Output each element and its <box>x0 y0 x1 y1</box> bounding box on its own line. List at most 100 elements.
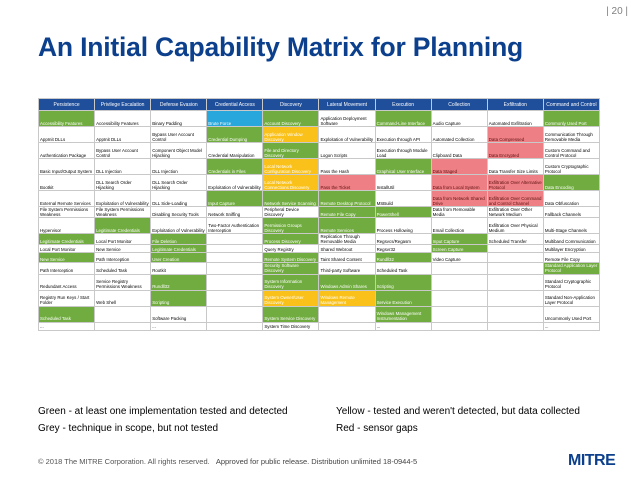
technique-cell: Brute Force <box>206 110 264 127</box>
technique-cell: Audio Capture <box>430 110 488 127</box>
technique-cell: Remote Desktop Protocol <box>318 190 376 207</box>
technique-cell: Video Capture <box>430 252 488 264</box>
column-header: Collection <box>430 98 488 111</box>
technique-cell <box>206 233 264 246</box>
technique-cell: Fallback Channels <box>542 205 601 219</box>
copyright-text: © 2018 The MITRE Corporation. All rights… <box>38 457 210 466</box>
matrix-row: Basic Input/Output System DLL Injection DL… <box>37 158 601 175</box>
technique-cell: ... <box>374 321 432 331</box>
technique-cell: Hypervisor <box>37 217 96 235</box>
technique-cell: System Service Discovery <box>262 305 320 323</box>
matrix-row: New Service Path Interception User Creatio… <box>37 252 601 264</box>
column-header: Credential Access <box>206 98 264 111</box>
technique-cell: Automated Collection <box>430 126 488 143</box>
technique-cell: AppInit DLLs <box>37 126 96 143</box>
matrix-header-row: Persistence Privilege Escalation Defense E… <box>37 98 601 111</box>
technique-cell <box>486 262 544 275</box>
column-header: Exfiltration <box>486 98 544 111</box>
technique-cell: Graphical User Interface <box>374 158 432 175</box>
technique-cell: System Information Discovery <box>262 273 320 291</box>
column-header: Execution <box>374 98 432 111</box>
technique-cell <box>430 289 488 307</box>
technique-cell: Logon Scripts <box>318 142 376 159</box>
technique-cell: Rundll32 <box>150 273 208 291</box>
technique-cell: Taint Shared Content <box>318 252 376 264</box>
technique-cell: Remote File Copy <box>542 252 601 264</box>
technique-cell: Screen Capture <box>430 244 488 254</box>
technique-cell: MSBuild <box>374 190 432 207</box>
technique-cell: Data Encoding <box>542 174 601 191</box>
technique-cell: Multiband Communication <box>542 233 601 246</box>
technique-cell: File and Directory Discovery <box>262 142 320 159</box>
technique-cell: Scripting <box>150 289 208 307</box>
technique-cell: Regsvcs/Regasm <box>374 233 432 246</box>
column-header: Defense Evasion <box>150 98 208 111</box>
technique-cell: Disabling Security Tools <box>150 205 208 219</box>
technique-cell: Scripting <box>374 273 432 291</box>
mitre-logo-text: MITRE <box>568 452 616 468</box>
technique-cell <box>486 244 544 254</box>
technique-cell: Standard Cryptographic Protocol <box>542 273 601 291</box>
technique-cell: New Service <box>37 252 96 264</box>
technique-cell: Component Object Model Hijacking <box>150 142 208 159</box>
technique-cell: Accessibility Features <box>94 110 152 127</box>
technique-cell <box>94 321 152 331</box>
matrix-row: Bootkit DLL Search Order Hijacking DLL Sea… <box>37 174 601 191</box>
technique-cell <box>206 252 264 264</box>
technique-cell: Execution through API <box>374 126 432 143</box>
technique-cell: Execution through Module Load <box>374 142 432 159</box>
technique-cell: DLL Injection <box>94 158 152 175</box>
column-header: Command and Control <box>542 98 601 111</box>
technique-cell: Legitimate Credentials <box>94 217 152 235</box>
technique-cell <box>206 289 264 307</box>
column-header: Discovery <box>262 98 320 111</box>
technique-cell: Local Network Connections Discovery <box>262 174 320 191</box>
matrix-row: AppInit DLLs AppInit DLLs Bypass User Acco… <box>37 126 601 143</box>
technique-cell: Scheduled Transfer <box>486 233 544 246</box>
matrix-row: Accessibility Features Accessibility Feat… <box>37 110 601 127</box>
technique-cell <box>318 321 376 331</box>
technique-cell: Legitimate Credentials <box>150 244 208 254</box>
technique-cell: Bootkit <box>37 174 96 191</box>
technique-cell: Process Hollowing <box>374 217 432 235</box>
matrix-row: Legitimate Credentials Local Port Monitor… <box>37 233 601 246</box>
technique-cell: External Remote Services <box>37 190 96 207</box>
technique-cell: ... <box>37 321 96 331</box>
technique-cell: Local Port Monitor <box>37 244 96 254</box>
technique-cell: Pass the Ticket <box>318 174 376 191</box>
technique-cell: Query Registry <box>262 244 320 254</box>
technique-cell <box>206 321 264 331</box>
technique-cell: Network Sniffing <box>206 205 264 219</box>
technique-cell: Windows Remote Management <box>318 289 376 307</box>
technique-cell: Uncommonly Used Port <box>542 305 601 323</box>
technique-cell: Third-party Software <box>318 262 376 275</box>
technique-cell: Exfiltration Over Physical Medium <box>486 217 544 235</box>
technique-cell: Standard Non-Application Layer Protocol <box>542 289 601 307</box>
technique-cell <box>486 305 544 323</box>
matrix-row: Path Interception Scheduled Task Rootkit Se… <box>37 262 601 275</box>
column-header: Lateral Movement <box>318 98 376 111</box>
technique-cell: ... <box>542 321 601 331</box>
technique-cell: Remote System Discovery <box>262 252 320 264</box>
technique-cell <box>206 262 264 275</box>
mitre-logo: MITRE <box>568 452 617 468</box>
column-header: Persistence <box>37 98 96 111</box>
technique-cell <box>486 273 544 291</box>
technique-cell: ... <box>150 321 208 331</box>
technique-cell: Binary Padding <box>150 110 208 127</box>
technique-cell: Data from Network Shared Drive <box>430 190 488 207</box>
technique-cell: Permission Groups Discovery <box>262 217 320 235</box>
technique-cell: Accessibility Features <box>37 110 96 127</box>
technique-cell: Credentials in Files <box>206 158 264 175</box>
technique-cell: Data Staged <box>430 158 488 175</box>
matrix-row: File System Permissions Weakness File Sys… <box>37 205 601 219</box>
technique-cell: Application Deployment Software <box>318 110 376 127</box>
technique-cell <box>486 321 544 331</box>
technique-cell: Scheduled Task <box>94 262 152 275</box>
technique-cell: Multi-Stage Channels <box>542 217 601 235</box>
matrix-row: ...... System Time Discovery...... <box>37 321 601 331</box>
technique-cell <box>206 273 264 291</box>
technique-cell <box>430 262 488 275</box>
technique-cell <box>206 305 264 323</box>
technique-cell: Software Packing <box>150 305 208 323</box>
